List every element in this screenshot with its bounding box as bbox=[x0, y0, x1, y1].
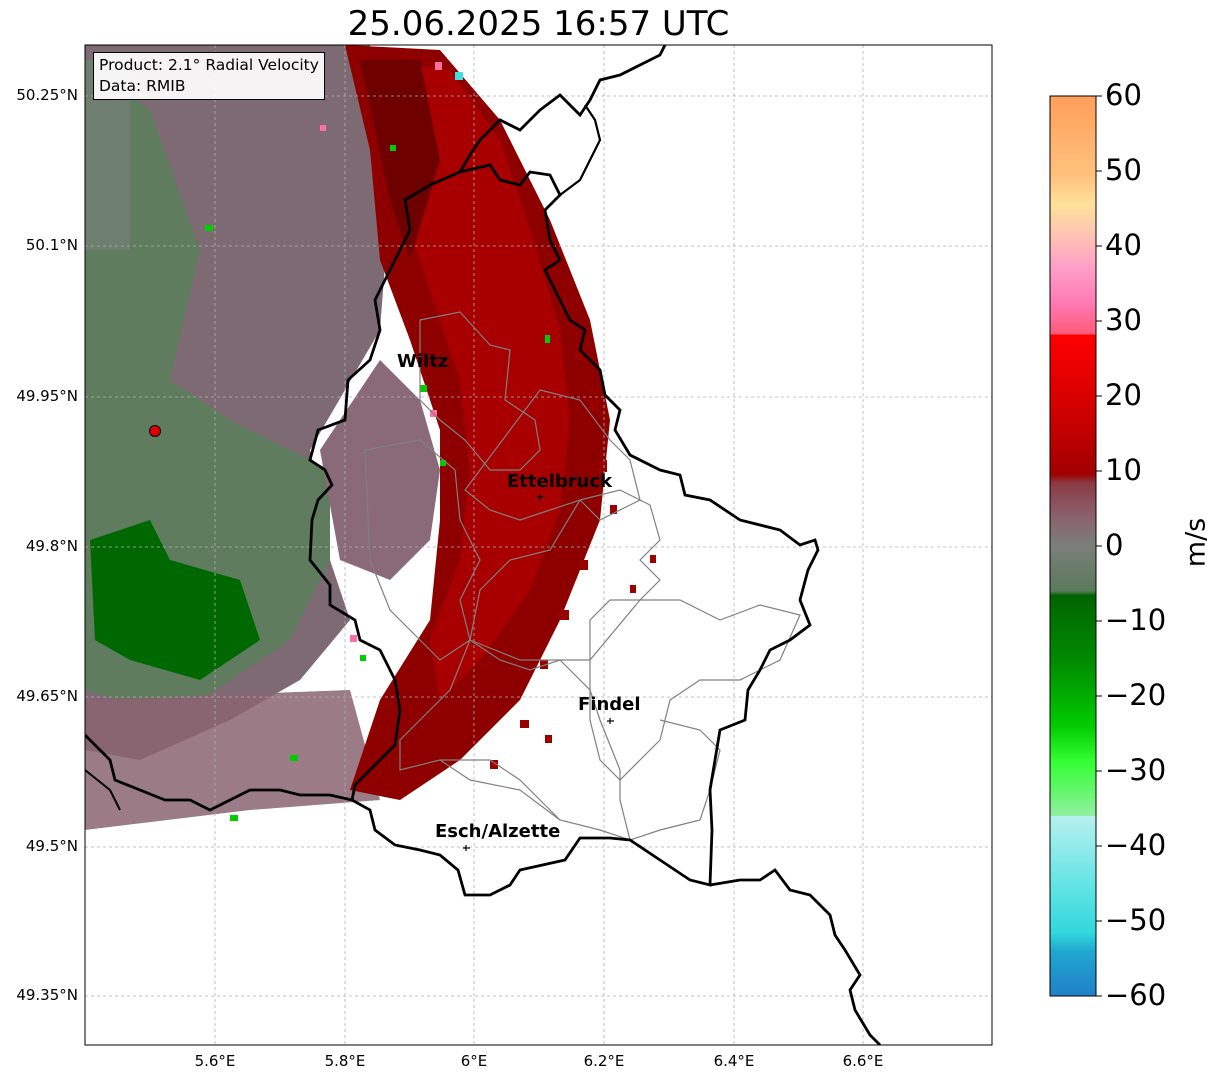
x-tick-label: 6°E bbox=[460, 1052, 488, 1070]
x-tick-label: 6.2°E bbox=[583, 1052, 625, 1070]
belgium-germany-border-north bbox=[458, 45, 667, 173]
product-info-box: Product: 2.1° Radial Velocity Data: RMIB bbox=[93, 52, 325, 100]
canton-border-esch bbox=[439, 759, 561, 821]
colorbar-tick-label: 40 bbox=[1105, 228, 1142, 262]
colorbar-tick-label: 20 bbox=[1105, 378, 1142, 412]
colorbar-tick-label: −40 bbox=[1105, 828, 1167, 862]
city-label-findel: Findel bbox=[578, 694, 641, 715]
y-tick-label: 49.35°N bbox=[16, 986, 78, 1004]
x-tick-label: 5.8°E bbox=[324, 1052, 366, 1070]
luxembourg-national-border bbox=[308, 163, 820, 897]
colorbar-tick-label: −20 bbox=[1105, 678, 1167, 712]
canton-border-luxembourg bbox=[399, 639, 631, 841]
colorbar-tick-label: −50 bbox=[1105, 903, 1167, 937]
map-title: 25.06.2025 16:57 UTC bbox=[347, 4, 730, 44]
echo-darkred-core bbox=[360, 60, 440, 260]
colorbar-unit-label: m/s bbox=[1180, 517, 1207, 568]
product-label: Product: 2.1° Radial Velocity bbox=[99, 56, 319, 74]
city-label-ettelbruck: Ettelbruck bbox=[507, 471, 613, 492]
city-label-wiltz: Wiltz bbox=[397, 351, 449, 372]
y-tick-label: 49.95°N bbox=[16, 387, 78, 405]
echo-red-core bbox=[380, 60, 570, 700]
colorbar-tick-label: 10 bbox=[1105, 453, 1142, 487]
canton-border-diekirch bbox=[464, 389, 641, 521]
colorbar-tick-label: −60 bbox=[1105, 978, 1167, 1012]
x-tick-label: 6.4°E bbox=[713, 1052, 755, 1070]
x-tick-label: 5.6°E bbox=[194, 1052, 236, 1070]
y-tick-label: 50.25°N bbox=[16, 86, 78, 104]
echo-darkgreen-region bbox=[90, 520, 260, 680]
border-layer bbox=[85, 45, 881, 1045]
germany-france-border-southeast bbox=[709, 868, 881, 1045]
colorbar-tick-label: −10 bbox=[1105, 603, 1167, 637]
map-gridlines bbox=[85, 45, 992, 1045]
y-tick-label: 50.1°N bbox=[25, 236, 78, 254]
data-source-label: Data: RMIB bbox=[99, 77, 186, 95]
canton-border-grevenmacher bbox=[589, 599, 801, 781]
radar-echo-layer bbox=[85, 45, 656, 830]
city-label-esch-alzette: Esch/Alzette bbox=[435, 821, 561, 842]
echo-west-band bbox=[85, 60, 130, 250]
border-fragment-north bbox=[559, 104, 602, 196]
border-fragment-west bbox=[85, 769, 121, 811]
y-tick-label: 49.65°N bbox=[16, 687, 78, 705]
echo-green-speckles bbox=[205, 145, 550, 821]
city-markers bbox=[463, 494, 614, 851]
map-frame bbox=[84, 44, 993, 1046]
colorbar-ticks bbox=[1096, 95, 1102, 997]
colorbar bbox=[1049, 95, 1097, 997]
canton-border-wiltz bbox=[419, 311, 541, 471]
echo-mauve-interior bbox=[320, 360, 440, 580]
canton-border-mersch bbox=[469, 489, 661, 671]
colorbar-tick-label: 30 bbox=[1105, 303, 1142, 337]
colorbar-tick-label: 0 bbox=[1105, 528, 1124, 562]
echo-speckles bbox=[490, 300, 656, 769]
belgium-france-border bbox=[85, 734, 353, 812]
colorbar-tick-label: 60 bbox=[1105, 78, 1142, 112]
echo-cyan-speckle bbox=[455, 72, 463, 80]
colorbar-tick-label: 50 bbox=[1105, 153, 1142, 187]
y-tick-label: 49.5°N bbox=[25, 837, 78, 855]
canton-border-redange bbox=[364, 439, 481, 661]
radar-site-marker bbox=[149, 425, 161, 437]
x-tick-label: 6.6°E bbox=[842, 1052, 884, 1070]
y-tick-label: 49.8°N bbox=[25, 537, 78, 555]
colorbar-tick-label: −30 bbox=[1105, 753, 1167, 787]
